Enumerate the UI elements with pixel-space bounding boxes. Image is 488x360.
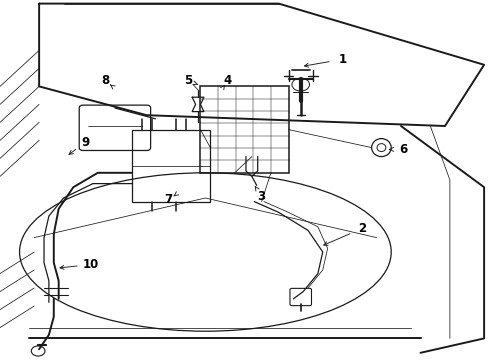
Bar	[132, 130, 210, 202]
Text: 7: 7	[164, 193, 172, 206]
Text: 10: 10	[82, 258, 99, 271]
Text: 9: 9	[81, 136, 89, 149]
Bar	[200, 86, 288, 173]
Text: 8: 8	[101, 75, 109, 87]
Text: 3: 3	[257, 190, 265, 203]
Text: 6: 6	[399, 143, 407, 156]
Text: 2: 2	[357, 222, 365, 235]
Text: 5: 5	[184, 75, 192, 87]
Text: 1: 1	[338, 53, 346, 66]
Text: 4: 4	[223, 75, 231, 87]
